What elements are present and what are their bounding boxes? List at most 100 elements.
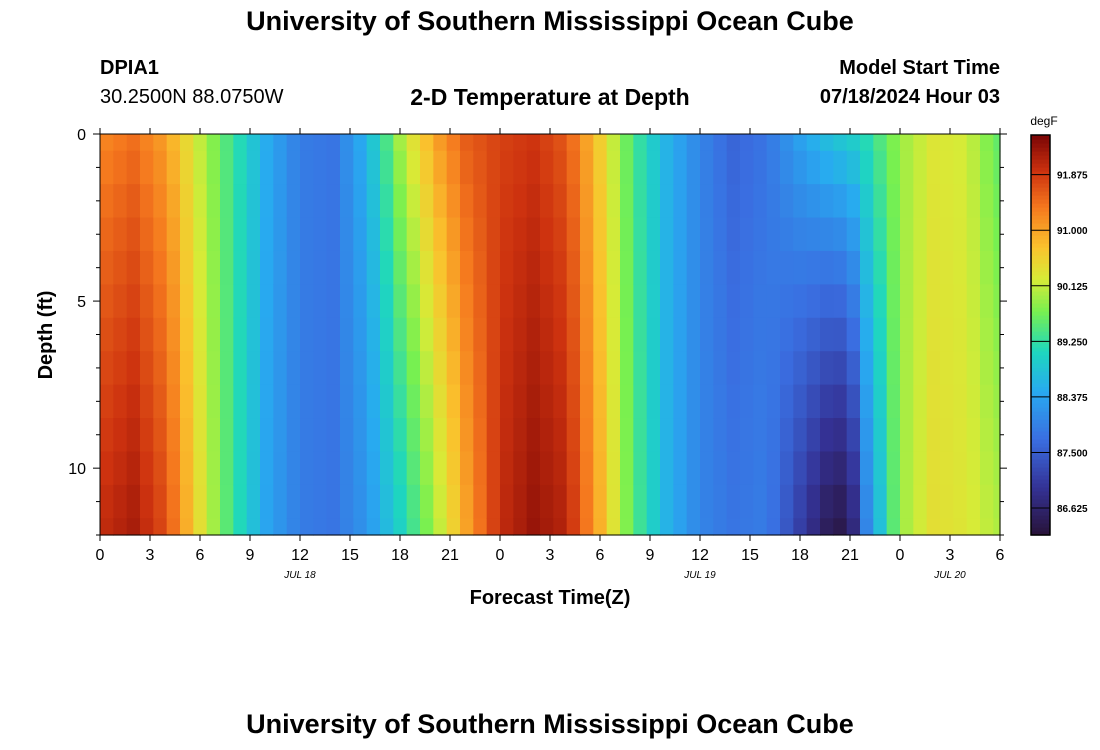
heatmap-cell bbox=[766, 250, 781, 285]
heatmap-cell bbox=[820, 418, 834, 453]
heatmap-cell bbox=[260, 451, 274, 486]
heatmap-cell bbox=[166, 484, 181, 519]
heatmap-cell bbox=[846, 484, 861, 519]
heatmap-cell bbox=[313, 384, 328, 419]
heatmap-cell bbox=[526, 134, 541, 152]
heatmap-cell bbox=[246, 418, 261, 453]
colorbar-segment bbox=[1031, 231, 1050, 236]
heatmap-cell bbox=[220, 284, 234, 319]
heatmap-cell bbox=[566, 134, 581, 152]
colorbar-segment bbox=[1031, 299, 1050, 304]
heatmap-cell bbox=[580, 384, 594, 419]
heatmap-cell bbox=[526, 284, 541, 319]
heatmap-cell bbox=[500, 134, 514, 152]
heatmap-cell bbox=[740, 150, 754, 185]
heatmap-cell bbox=[966, 217, 981, 252]
heatmap-cell bbox=[180, 150, 194, 185]
heatmap-cell bbox=[393, 217, 408, 252]
heatmap-cell bbox=[380, 418, 394, 453]
heatmap-cell bbox=[553, 317, 568, 352]
heatmap-cell bbox=[473, 384, 488, 419]
heatmap-cell bbox=[900, 284, 914, 319]
heatmap-cell bbox=[620, 184, 634, 219]
heatmap-cell bbox=[260, 134, 274, 152]
heatmap-cell bbox=[220, 418, 234, 453]
colorbar-segment bbox=[1031, 335, 1050, 340]
heatmap-cell bbox=[260, 284, 274, 319]
heatmap-cell bbox=[580, 284, 594, 319]
colorbar-segment bbox=[1031, 215, 1050, 220]
heatmap-cell bbox=[780, 284, 794, 319]
heatmap-cell bbox=[820, 518, 834, 536]
heatmap-cell bbox=[193, 351, 208, 386]
heatmap-cell bbox=[780, 184, 794, 219]
heatmap-cell bbox=[966, 184, 981, 219]
heatmap-cell bbox=[100, 518, 114, 536]
heatmap-cell bbox=[126, 384, 141, 419]
heatmap-cell bbox=[700, 150, 714, 185]
heatmap-cell bbox=[753, 217, 768, 252]
heatmap-cell bbox=[100, 134, 114, 152]
heatmap-cell bbox=[900, 134, 914, 152]
colorbar-segment bbox=[1031, 371, 1050, 376]
heatmap-cell bbox=[393, 184, 408, 219]
heatmap-cell bbox=[260, 217, 274, 252]
heatmap-cell bbox=[220, 134, 234, 152]
heatmap-cell bbox=[886, 384, 901, 419]
colorbar-segment bbox=[1031, 243, 1050, 248]
heatmap-cell bbox=[206, 484, 221, 519]
heatmap-cell bbox=[366, 418, 381, 453]
heatmap-cell bbox=[740, 484, 754, 519]
heatmap-cell bbox=[326, 451, 341, 486]
heatmap-cell bbox=[940, 284, 954, 319]
heatmap-cell bbox=[526, 150, 541, 185]
heatmap-cell bbox=[940, 150, 954, 185]
x-tick-label: 9 bbox=[246, 547, 255, 564]
heatmap-cell bbox=[420, 484, 434, 519]
heatmap-cell bbox=[620, 384, 634, 419]
heatmap-cell bbox=[500, 351, 514, 386]
heatmap-cell bbox=[433, 284, 448, 319]
heatmap-cell bbox=[406, 384, 421, 419]
heatmap-cell bbox=[126, 518, 141, 536]
heatmap-cell bbox=[806, 217, 821, 252]
heatmap-cell bbox=[953, 351, 968, 386]
heatmap-cell bbox=[926, 184, 941, 219]
heatmap-cell bbox=[553, 384, 568, 419]
colorbar-segment bbox=[1031, 487, 1050, 492]
colorbar-segment bbox=[1031, 375, 1050, 380]
heatmap-cell bbox=[993, 418, 1001, 453]
heatmap-cell bbox=[460, 317, 474, 352]
colorbar-segment bbox=[1031, 155, 1050, 160]
x-tick-label: 0 bbox=[496, 547, 505, 564]
heatmap-cell bbox=[873, 250, 888, 285]
heatmap-cell bbox=[660, 250, 674, 285]
heatmap-cell bbox=[433, 184, 448, 219]
heatmap-cell bbox=[553, 451, 568, 486]
heatmap-cell bbox=[793, 284, 808, 319]
heatmap-cell bbox=[433, 418, 448, 453]
heatmap-cell bbox=[193, 418, 208, 453]
heatmap-cell bbox=[926, 317, 941, 352]
x-axis-label: Forecast Time(Z) bbox=[470, 587, 631, 609]
heatmap-cell bbox=[860, 384, 874, 419]
heatmap-cell bbox=[166, 217, 181, 252]
colorbar-segment bbox=[1031, 151, 1050, 156]
heatmap-cell bbox=[620, 351, 634, 386]
heatmap-cell bbox=[220, 518, 234, 536]
heatmap-cell bbox=[686, 518, 701, 536]
heatmap-cell bbox=[513, 317, 528, 352]
x-tick-label: 6 bbox=[596, 547, 605, 564]
heatmap-cell bbox=[513, 451, 528, 486]
heatmap-cell bbox=[806, 351, 821, 386]
heatmap-cell bbox=[553, 134, 568, 152]
heatmap-cell bbox=[833, 217, 848, 252]
heatmap-cell bbox=[913, 134, 928, 152]
heatmap-cell bbox=[126, 317, 141, 352]
x-tick-label: 21 bbox=[441, 547, 459, 564]
heatmap-cell bbox=[606, 317, 621, 352]
heatmap-cell bbox=[940, 384, 954, 419]
x-axis: 0 3 6 9 12 15 18 21 0 3 6 9 12 15 18 21 0 3 6 bbox=[96, 128, 1005, 564]
heatmap-cell bbox=[326, 518, 341, 536]
heatmap-cell bbox=[633, 317, 648, 352]
